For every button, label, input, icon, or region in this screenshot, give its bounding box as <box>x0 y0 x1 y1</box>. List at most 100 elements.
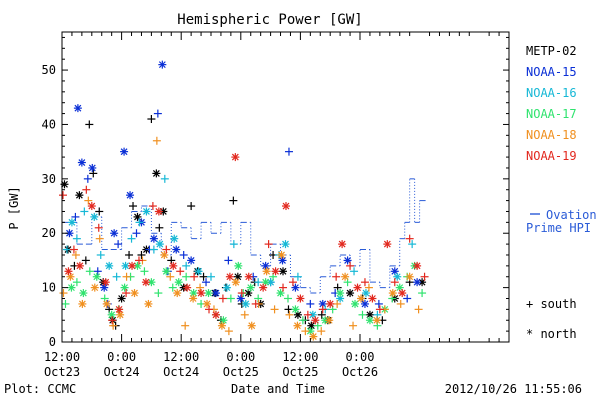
marker-south <box>112 272 121 281</box>
marker-south <box>408 240 417 249</box>
marker-south <box>83 174 92 183</box>
marker-north <box>187 256 196 265</box>
marker-south <box>155 223 164 232</box>
marker-north <box>100 283 109 292</box>
marker-south <box>350 267 359 276</box>
marker-north <box>197 289 206 298</box>
y-tick-label: 30 <box>42 172 56 186</box>
marker-north <box>90 212 99 221</box>
marker-north <box>388 289 397 298</box>
footer-x-axis-label: Date and Time <box>231 382 325 396</box>
ovation-legend-label-2: Prime HPI <box>526 221 591 235</box>
marker-north <box>246 283 255 292</box>
marker-south <box>122 272 131 281</box>
marker-south <box>166 272 175 281</box>
marker-south <box>390 278 399 287</box>
marker-south <box>135 218 144 227</box>
y-tick-label: 40 <box>42 117 56 131</box>
symbol-legend: + south * north <box>526 297 577 341</box>
legend-series-label: NOAA-17 <box>526 107 577 121</box>
x-tick-label-date: Oct24 <box>163 365 199 379</box>
legend-series-label: NOAA-19 <box>526 149 577 163</box>
marker-south <box>405 234 414 243</box>
marker-north <box>67 218 76 227</box>
marker-south <box>149 245 158 254</box>
marker-north <box>211 310 220 319</box>
marker-north <box>92 272 101 281</box>
y-tick-label: 10 <box>42 281 56 295</box>
marker-south <box>229 240 238 249</box>
marker-south <box>96 250 105 259</box>
marker-south <box>140 267 149 276</box>
marker-south <box>375 305 384 314</box>
marker-south <box>284 305 293 314</box>
marker-north <box>261 261 270 270</box>
axis-ticks <box>61 32 510 343</box>
marker-north <box>365 316 374 325</box>
marker-south <box>285 310 294 319</box>
marker-south <box>182 272 191 281</box>
x-tick-label-date: Oct25 <box>282 365 318 379</box>
marker-north <box>241 299 250 308</box>
marker-south <box>137 250 146 259</box>
marker-north <box>271 267 280 276</box>
marker-north <box>311 316 320 325</box>
marker-north <box>222 283 231 292</box>
marker-north <box>87 202 96 211</box>
marker-south <box>179 250 188 259</box>
marker-north <box>133 212 142 221</box>
marker-north <box>259 283 268 292</box>
marker-north <box>325 316 334 325</box>
marker-south <box>154 289 163 298</box>
marker-south <box>414 305 423 314</box>
marker-south <box>82 185 91 194</box>
marker-south <box>251 299 260 308</box>
marker-south <box>418 289 427 298</box>
marker-north <box>75 261 84 270</box>
marker-south <box>318 305 327 314</box>
marker-south <box>181 321 190 330</box>
marker-north <box>211 289 220 298</box>
marker-south <box>85 267 94 276</box>
marker-south <box>69 245 78 254</box>
marker-south <box>332 272 341 281</box>
marker-south <box>333 299 342 308</box>
marker-north <box>326 299 335 308</box>
footer-timestamp: 2012/10/26 11:55:06 <box>445 382 582 396</box>
marker-south <box>85 120 94 129</box>
x-tick-label-time: 12:00 <box>282 350 318 364</box>
marker-north <box>353 283 362 292</box>
marker-north <box>405 272 414 281</box>
marker-south <box>403 294 412 303</box>
marker-south <box>303 310 312 319</box>
marker-north <box>204 289 213 298</box>
marker-south <box>224 256 233 265</box>
marker-north <box>120 147 129 156</box>
marker-north <box>225 272 234 281</box>
marker-south <box>61 299 70 308</box>
marker-north <box>141 278 150 287</box>
marker-north <box>368 294 377 303</box>
marker-south <box>153 109 162 118</box>
x-tick-labels: 12:00Oct230:00Oct2412:00Oct240:00Oct2512… <box>44 350 378 379</box>
marker-south <box>109 321 118 330</box>
marker-north <box>79 289 88 298</box>
marker-north <box>120 283 129 292</box>
marker-north <box>219 316 228 325</box>
marker-south <box>288 278 297 287</box>
marker-south <box>187 202 196 211</box>
marker-north <box>117 294 126 303</box>
marker-north <box>360 299 369 308</box>
marker-north <box>279 267 288 276</box>
marker-north <box>278 256 287 265</box>
marker-south <box>147 115 156 124</box>
y-axis-label: P [GW] <box>7 186 21 229</box>
marker-south <box>298 316 307 325</box>
marker-south <box>237 289 246 298</box>
marker-north <box>116 310 125 319</box>
marker-south <box>129 202 138 211</box>
marker-south <box>168 283 177 292</box>
x-tick-label-date: Oct25 <box>223 365 259 379</box>
marker-north <box>234 261 243 270</box>
